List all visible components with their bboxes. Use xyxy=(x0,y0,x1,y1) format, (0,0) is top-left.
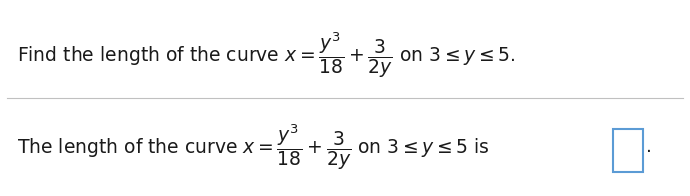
Text: The length of the curve $x = \dfrac{y^3}{18} + \dfrac{3}{2y}$ on $3 \leq y \leq : The length of the curve $x = \dfrac{y^3}… xyxy=(17,122,490,172)
Text: Find the length of the curve $x = \dfrac{y^3}{18} + \dfrac{3}{2y}$ on $3 \leq y : Find the length of the curve $x = \dfrac… xyxy=(17,30,515,80)
FancyBboxPatch shape xyxy=(613,129,643,172)
Text: .: . xyxy=(646,138,652,156)
